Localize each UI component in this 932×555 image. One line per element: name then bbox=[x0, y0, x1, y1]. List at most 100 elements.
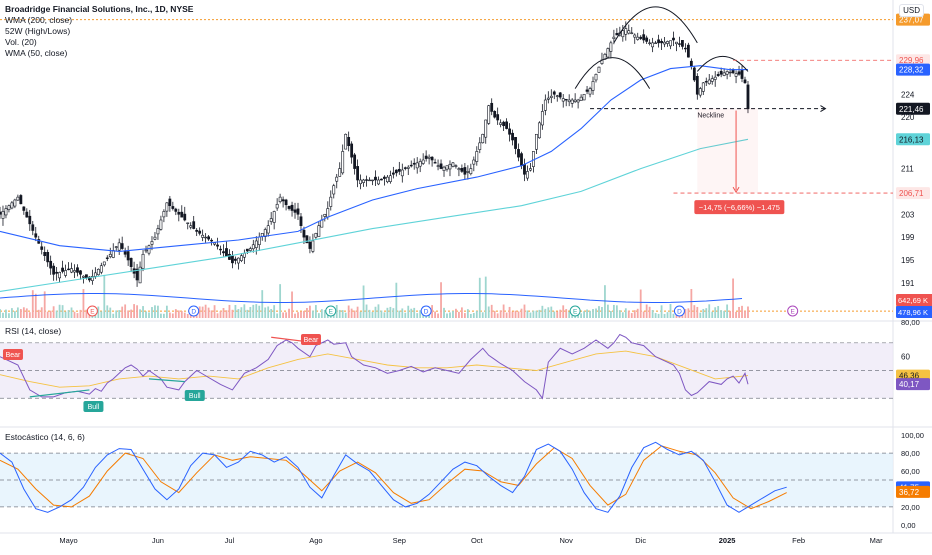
volume-value-label: 478,96 K bbox=[898, 308, 928, 317]
volume-bar bbox=[222, 307, 225, 318]
volume-bar bbox=[589, 310, 591, 318]
candle-body bbox=[162, 211, 166, 218]
candle-body bbox=[734, 73, 738, 77]
time-axis-label: Nov bbox=[560, 536, 574, 545]
volume-bar bbox=[741, 305, 743, 318]
candle-body bbox=[135, 268, 139, 281]
marker-label: D bbox=[191, 309, 196, 316]
volume-bar bbox=[165, 305, 168, 318]
volume-bar bbox=[463, 313, 466, 318]
volume-bar bbox=[350, 308, 353, 318]
bull-divergence-label: Bull bbox=[88, 404, 100, 411]
volume-bar bbox=[314, 305, 317, 318]
candle-body bbox=[463, 167, 467, 175]
candle-body bbox=[272, 211, 276, 223]
volume-bar bbox=[335, 304, 338, 318]
candle-body bbox=[570, 99, 574, 104]
volume-bar bbox=[309, 305, 311, 318]
volume-bar bbox=[112, 313, 115, 318]
candle-body bbox=[675, 41, 678, 45]
candle-body bbox=[99, 265, 103, 273]
candle-body bbox=[290, 204, 294, 211]
candle-body bbox=[606, 48, 610, 58]
candle-body bbox=[93, 272, 97, 277]
candle-body bbox=[448, 163, 452, 170]
target-badge bbox=[694, 200, 785, 215]
candle-body bbox=[102, 261, 106, 266]
volume-bar bbox=[133, 304, 135, 318]
volume-bar bbox=[243, 304, 246, 318]
candle-body bbox=[49, 260, 53, 269]
candle-body bbox=[740, 69, 744, 79]
volume-bar bbox=[76, 313, 79, 318]
volume-bar bbox=[46, 311, 49, 318]
candle-body bbox=[225, 248, 228, 257]
volume-bar bbox=[160, 313, 162, 318]
candle-body bbox=[275, 203, 279, 209]
candle-body bbox=[508, 128, 511, 135]
stochastic-pane-title[interactable]: Estocástico (14, 6, 6) bbox=[5, 432, 85, 442]
candle-body bbox=[338, 168, 342, 177]
volume-bar bbox=[231, 309, 234, 318]
volume-bar bbox=[586, 309, 588, 318]
bull-divergence-label: Bull bbox=[189, 393, 201, 400]
volume-bar bbox=[67, 309, 70, 318]
volume-bar bbox=[100, 311, 103, 318]
candle-body bbox=[329, 196, 333, 207]
volume-bar bbox=[353, 310, 356, 318]
currency-button[interactable]: USD bbox=[899, 4, 924, 17]
volume-bar bbox=[434, 311, 436, 318]
candle-body bbox=[481, 133, 485, 144]
volume-bar bbox=[598, 306, 600, 318]
volume-bar bbox=[583, 311, 585, 318]
volume-bar bbox=[198, 306, 201, 318]
volume-bar bbox=[401, 308, 404, 318]
candle-body bbox=[746, 84, 750, 110]
candle-body bbox=[654, 42, 658, 44]
volume-bar bbox=[103, 274, 106, 318]
candle-body bbox=[639, 36, 643, 39]
volume-bar bbox=[744, 311, 746, 318]
volume-bar bbox=[171, 313, 174, 318]
candle-body bbox=[16, 196, 20, 201]
volume-bar bbox=[472, 313, 475, 318]
volume-bar bbox=[371, 311, 374, 318]
volume-bar bbox=[559, 309, 562, 318]
volume-bar bbox=[604, 285, 606, 318]
volume-bar bbox=[627, 310, 630, 318]
candle-body bbox=[195, 229, 199, 232]
stochastic-tick-label: 60,00 bbox=[901, 467, 920, 476]
indicator-52w[interactable]: 52W (High/Lows) bbox=[5, 26, 71, 36]
candle-body bbox=[520, 153, 523, 167]
volume-bar bbox=[386, 307, 389, 318]
indicator-wma200[interactable]: WMA (200, close) bbox=[5, 15, 73, 25]
candle-body bbox=[177, 211, 181, 215]
volume-bar bbox=[5, 309, 7, 318]
price-wma50-label-tag bbox=[896, 63, 930, 76]
candle-body bbox=[150, 241, 154, 245]
volume-bar bbox=[407, 305, 410, 318]
bull-divergence-badge bbox=[184, 390, 205, 401]
rsi-pane-title[interactable]: RSI (14, close) bbox=[5, 326, 62, 336]
candle-body bbox=[156, 228, 160, 235]
indicator-volume[interactable]: Vol. (20) bbox=[5, 37, 37, 47]
candle-body bbox=[326, 208, 330, 218]
volume-bar bbox=[279, 284, 282, 318]
candle-body bbox=[0, 211, 2, 215]
candle-body bbox=[58, 272, 62, 279]
candle-body bbox=[174, 208, 178, 212]
candle-body bbox=[168, 198, 172, 207]
indicator-wma50[interactable]: WMA (50, close) bbox=[5, 48, 68, 58]
candle-body bbox=[591, 81, 595, 91]
volume-bar bbox=[368, 309, 371, 318]
candle-body bbox=[88, 276, 91, 281]
candle-body bbox=[347, 136, 351, 147]
candle-body bbox=[585, 89, 589, 92]
volume-bar bbox=[505, 312, 508, 318]
candle-body bbox=[269, 218, 273, 222]
candle-body bbox=[588, 88, 592, 95]
candle-body bbox=[394, 169, 398, 174]
time-axis-label: Jul bbox=[225, 536, 235, 545]
